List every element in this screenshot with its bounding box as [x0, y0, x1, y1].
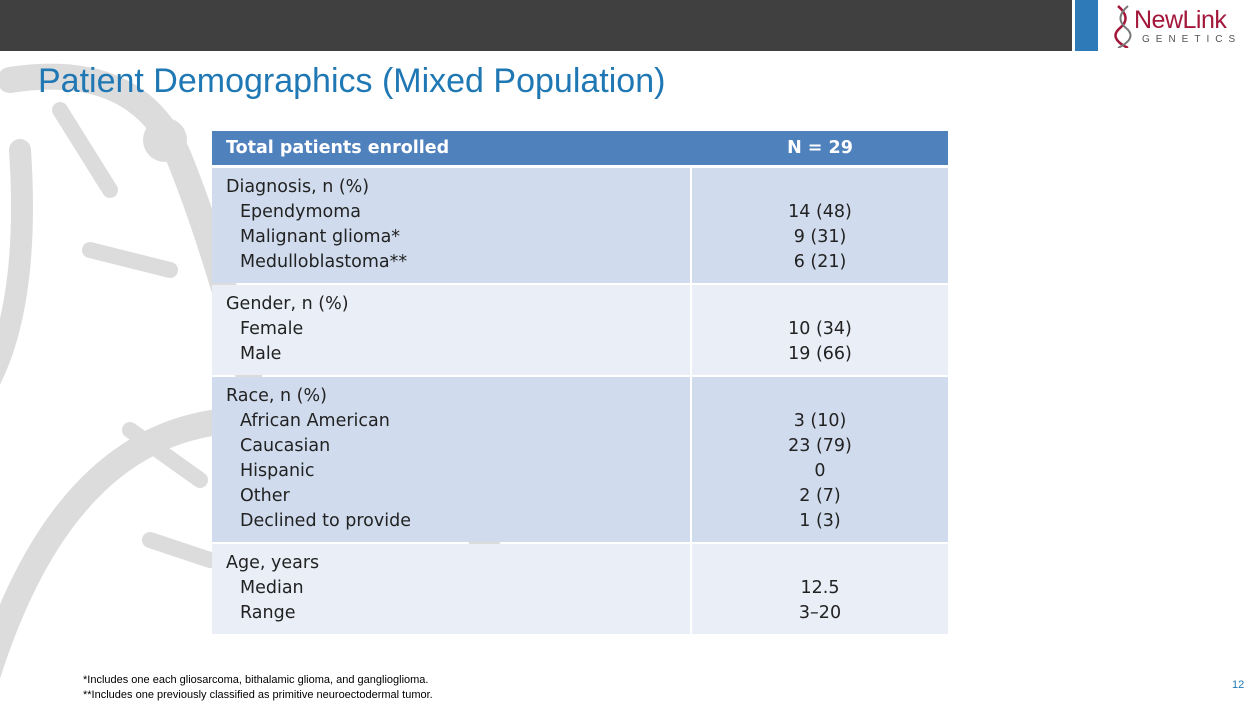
- spacer: [692, 175, 948, 200]
- item-label: Malignant glioma*: [240, 227, 401, 247]
- header-cell: N = 29: [692, 131, 948, 165]
- item-value: 2 (7): [799, 486, 841, 506]
- logo: NewLink GENETICS: [1112, 4, 1242, 48]
- spacer: [692, 292, 948, 317]
- table-group: Race, n (%) African American Caucasian Hisp…: [212, 377, 948, 542]
- group-label: Diagnosis, n (%): [226, 177, 370, 197]
- item-label: Median: [240, 578, 304, 598]
- label-cell: Diagnosis, n (%) Ependymoma Malignant glio…: [212, 168, 690, 283]
- footnote: *Includes one each gliosarcoma, bithalam…: [83, 674, 429, 686]
- item-label: Other: [240, 486, 290, 506]
- table-group: Gender, n (%) Female Male 10 (34) 19 (66): [212, 285, 948, 375]
- table-header: Total patients enrolled N = 29: [212, 131, 948, 165]
- item-value: 0: [814, 461, 826, 481]
- value-cell: 14 (48) 9 (31) 6 (21): [692, 168, 948, 283]
- item-label: Declined to provide: [240, 511, 411, 531]
- label-cell: Race, n (%) African American Caucasian Hisp…: [212, 377, 690, 542]
- item-value: 19 (66): [788, 344, 852, 364]
- accent-stripe: [1075, 0, 1098, 51]
- page-number: 12: [1232, 679, 1245, 691]
- item-label: Caucasian: [240, 436, 331, 456]
- spacer: [692, 551, 948, 576]
- logo-subtitle: GENETICS: [1142, 34, 1242, 45]
- value-cell: 12.5 3–20: [692, 544, 948, 634]
- item-value: 10 (34): [788, 319, 852, 339]
- value-cell: 10 (34) 19 (66): [692, 285, 948, 375]
- item-value: 3–20: [798, 603, 842, 623]
- item-value: 9 (31): [793, 227, 847, 247]
- item-value: 12.5: [800, 578, 840, 598]
- item-value: 23 (79): [788, 436, 852, 456]
- item-label: Medulloblastoma**: [240, 252, 408, 272]
- value-cell: 3 (10) 23 (79) 0 2 (7) 1 (3): [692, 377, 948, 542]
- item-value: 1 (3): [799, 511, 841, 531]
- label-cell: Gender, n (%) Female Male: [212, 285, 690, 375]
- demographics-table: Total patients enrolled N = 29 Diagnosis…: [212, 131, 948, 636]
- table-group: Diagnosis, n (%) Ependymoma Malignant glio…: [212, 168, 948, 283]
- group-label: Race, n (%): [226, 386, 327, 406]
- spacer: [692, 384, 948, 409]
- item-label: Female: [240, 319, 304, 339]
- item-label: Male: [240, 344, 282, 364]
- item-value: 3 (10): [793, 411, 847, 431]
- label-cell: Age, years Median Range: [212, 544, 690, 634]
- item-value: 6 (21): [793, 252, 847, 272]
- footnote: **Includes one previously classified as …: [83, 689, 433, 701]
- slide-title: Patient Demographics (Mixed Population): [38, 62, 666, 100]
- item-label: Ependymoma: [240, 202, 362, 222]
- group-label: Gender, n (%): [226, 294, 349, 314]
- item-label: Hispanic: [240, 461, 315, 481]
- group-label: Age, years: [226, 553, 320, 573]
- top-bar: [0, 0, 1072, 51]
- header-cell: Total patients enrolled: [226, 138, 450, 158]
- item-value: 14 (48): [788, 202, 852, 222]
- dna-node: [143, 118, 187, 162]
- table-group: Age, years Median Range 12.5 3–20: [212, 544, 948, 634]
- logo-name: NewLink: [1134, 6, 1227, 34]
- footnotes: *Includes one each gliosarcoma, bithalam…: [83, 673, 433, 703]
- logo-helix: [1114, 5, 1132, 48]
- item-label: Range: [240, 603, 296, 623]
- item-label: African American: [240, 411, 390, 431]
